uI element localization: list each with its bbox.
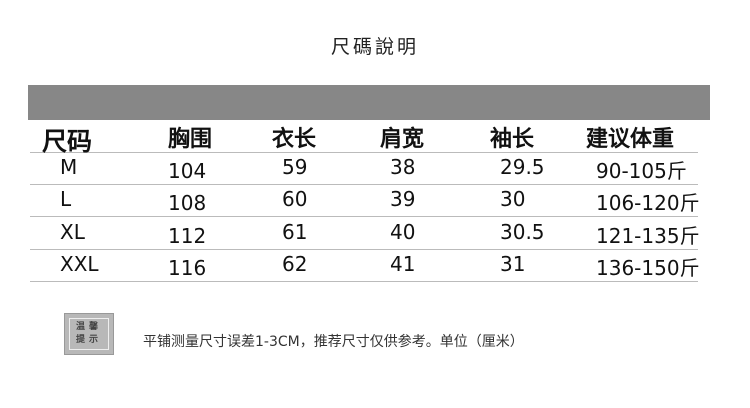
tip-badge: 温馨 提示 bbox=[64, 313, 114, 355]
table-cell: 38 bbox=[390, 155, 416, 179]
table-cell: 112 bbox=[168, 224, 207, 248]
table-cell: 62 bbox=[282, 252, 308, 276]
table-cell: 41 bbox=[390, 252, 416, 276]
table-cell: 136-150斤 bbox=[596, 256, 700, 280]
table-cell: XXL bbox=[60, 252, 99, 276]
tip-badge-line2: 提示 bbox=[75, 335, 102, 345]
table-cell: 59 bbox=[282, 155, 308, 179]
table-row: M 104 59 38 29.5 90-105斤 bbox=[30, 153, 698, 185]
column-header: 胸围 bbox=[168, 127, 213, 152]
table-cell: 40 bbox=[390, 220, 416, 244]
tip-text: 平铺测量尺寸误差1-3CM，推荐尺寸仅供参考。单位（厘米） bbox=[143, 334, 524, 350]
table-cell: XL bbox=[60, 220, 85, 244]
page-title: 尺碼說明 bbox=[330, 36, 419, 58]
table-cell: 104 bbox=[168, 159, 207, 183]
table-cell: 39 bbox=[390, 187, 416, 211]
table-row: XXL 116 62 41 31 136-150斤 bbox=[30, 250, 700, 282]
column-header: 建议体重 bbox=[586, 127, 675, 152]
column-header: 尺码 bbox=[42, 127, 93, 156]
table-cell: 121-135斤 bbox=[596, 224, 700, 248]
header-bar bbox=[28, 85, 710, 120]
table-cell: 30 bbox=[500, 187, 526, 211]
tip-badge-line1: 温馨 bbox=[75, 322, 102, 332]
table-header: 尺码 胸围 衣长 肩宽 袖长 建议体重 bbox=[30, 121, 698, 156]
column-header: 袖长 bbox=[490, 127, 535, 152]
table-cell: 90-105斤 bbox=[596, 159, 687, 183]
column-header: 肩宽 bbox=[380, 127, 425, 152]
column-header: 衣长 bbox=[272, 127, 317, 152]
table-cell: M bbox=[60, 155, 78, 179]
table-cell: 108 bbox=[168, 191, 207, 215]
table-cell: L bbox=[60, 187, 72, 211]
table-cell: 30.5 bbox=[500, 220, 545, 244]
table-cell: 29.5 bbox=[500, 155, 545, 179]
table-cell: 116 bbox=[168, 256, 207, 280]
table-cell: 106-120斤 bbox=[596, 191, 700, 215]
table-cell: 60 bbox=[282, 187, 308, 211]
table-cell: 61 bbox=[282, 220, 308, 244]
table-row: XL 112 61 40 30.5 121-135斤 bbox=[30, 218, 700, 250]
table-row: L 108 60 39 30 106-120斤 bbox=[30, 185, 700, 217]
table-cell: 31 bbox=[500, 252, 526, 276]
